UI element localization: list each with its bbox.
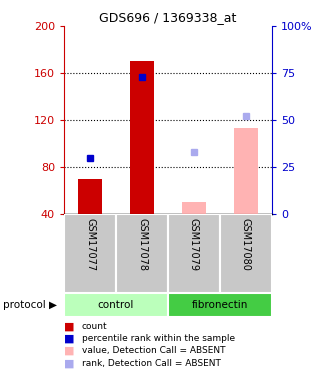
Bar <box>234 128 258 214</box>
Text: ■: ■ <box>64 334 75 344</box>
Bar <box>116 214 168 292</box>
Text: value, Detection Call = ABSENT: value, Detection Call = ABSENT <box>82 346 225 355</box>
Text: count: count <box>82 322 107 331</box>
Text: GSM17077: GSM17077 <box>85 217 95 271</box>
Title: GDS696 / 1369338_at: GDS696 / 1369338_at <box>99 11 237 24</box>
Text: ■: ■ <box>64 346 75 356</box>
Bar <box>78 178 102 214</box>
Bar <box>168 292 272 317</box>
Text: ■: ■ <box>64 321 75 331</box>
Bar <box>64 214 116 292</box>
Bar <box>64 292 168 317</box>
Text: rank, Detection Call = ABSENT: rank, Detection Call = ABSENT <box>82 359 220 368</box>
Bar <box>182 202 206 214</box>
Text: ■: ■ <box>64 358 75 368</box>
Text: control: control <box>98 300 134 310</box>
Text: fibronectin: fibronectin <box>192 300 248 310</box>
Text: GSM17078: GSM17078 <box>137 217 147 271</box>
Bar <box>168 214 220 292</box>
Text: GSM17080: GSM17080 <box>241 217 251 271</box>
Text: protocol ▶: protocol ▶ <box>3 300 57 310</box>
Text: percentile rank within the sample: percentile rank within the sample <box>82 334 235 343</box>
Text: GSM17079: GSM17079 <box>189 217 199 271</box>
Bar <box>130 62 154 214</box>
Bar <box>220 214 272 292</box>
